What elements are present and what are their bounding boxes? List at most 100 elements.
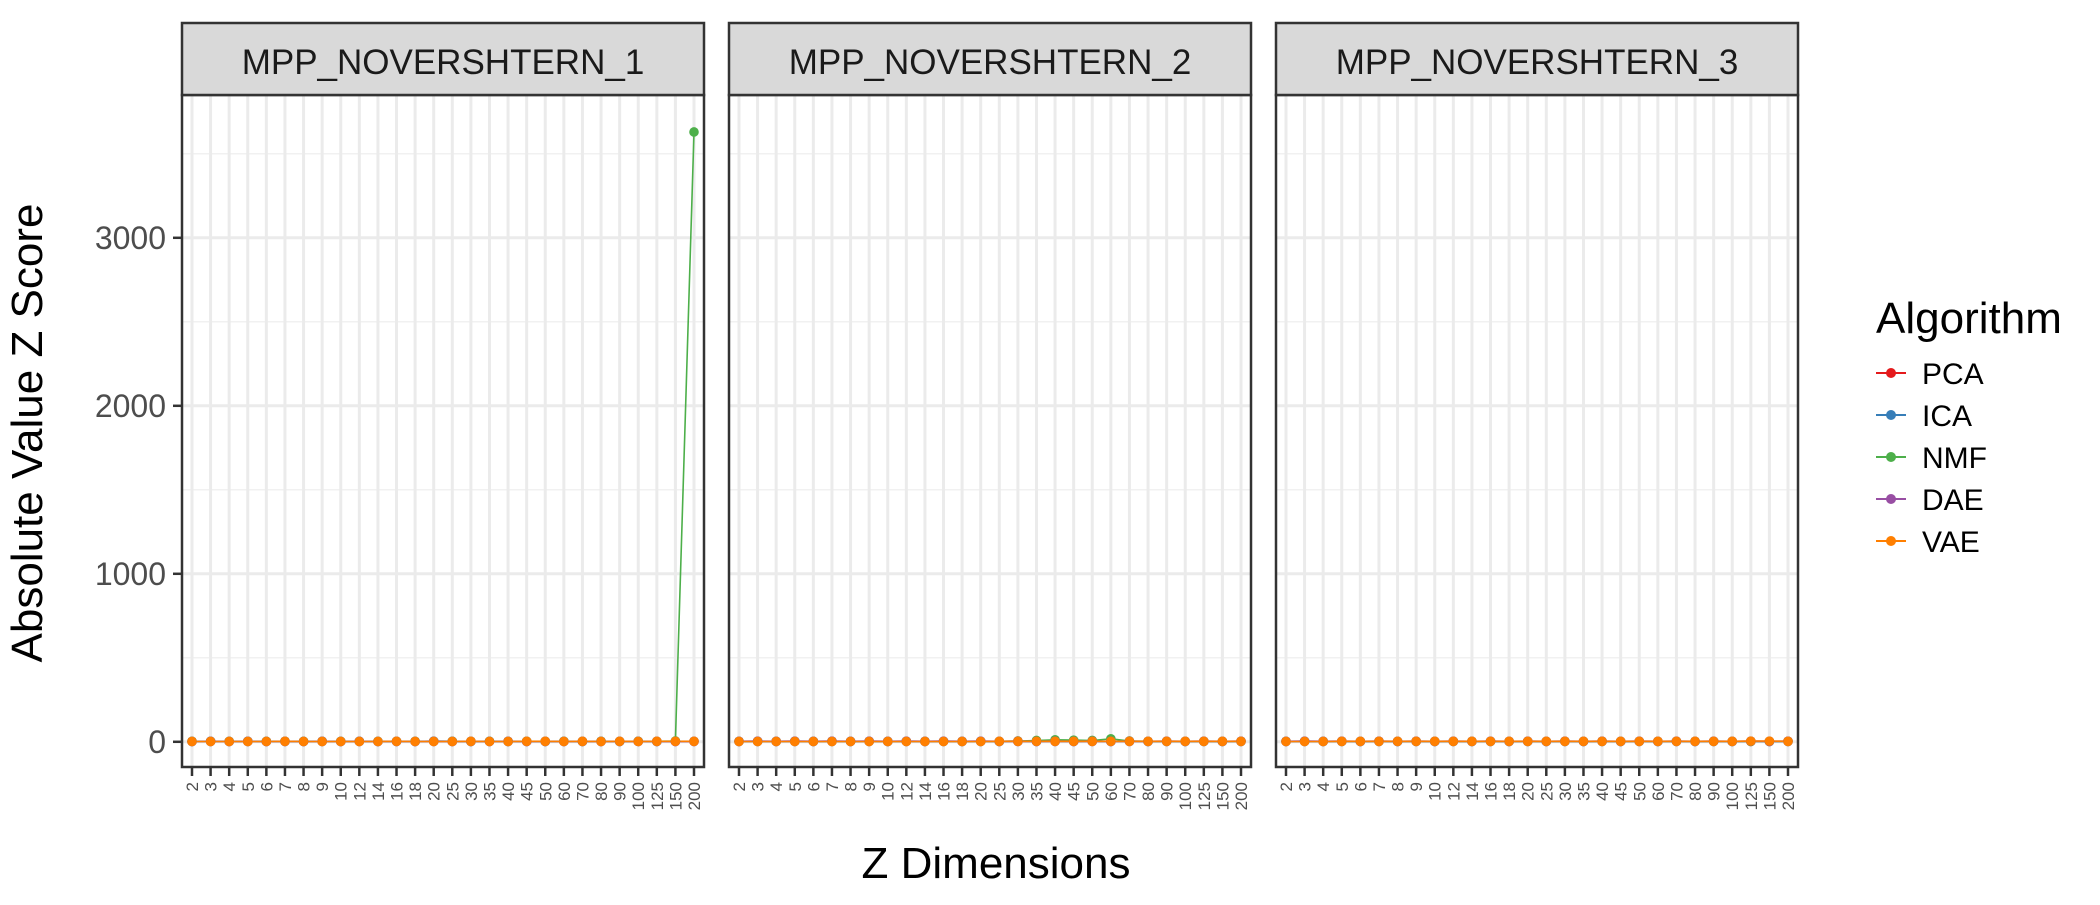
x-tick-label: 25	[990, 782, 1009, 801]
data-point-vae	[1218, 736, 1228, 746]
data-point-vae	[522, 736, 532, 746]
data-point-vae	[902, 737, 912, 747]
data-point-vae	[753, 737, 763, 747]
data-point-vae	[503, 737, 513, 747]
x-tick-label: 7	[823, 782, 842, 791]
data-point-vae	[864, 737, 874, 747]
data-point-vae	[485, 737, 495, 747]
data-point-vae	[1486, 736, 1496, 746]
legend-item-pca: PCA	[1876, 358, 1984, 391]
data-point-vae	[224, 737, 234, 747]
data-point-vae	[447, 737, 457, 747]
x-tick-label: 9	[1407, 782, 1426, 791]
data-point-vae	[809, 737, 819, 747]
data-point-vae	[429, 737, 439, 747]
data-point-vae	[1411, 736, 1421, 746]
x-tick-label: 45	[518, 782, 537, 801]
x-tick-label: 35	[480, 782, 499, 801]
x-tick-label: 18	[1500, 782, 1519, 801]
data-point-vae	[994, 736, 1004, 746]
data-point-vae	[1281, 737, 1291, 747]
x-tick-label: 9	[860, 782, 879, 791]
x-tick-label: 4	[1314, 782, 1333, 791]
data-point-vae	[1653, 736, 1663, 746]
data-point-vae	[1467, 736, 1477, 746]
x-tick-label: 25	[443, 782, 462, 801]
data-point-vae	[1560, 736, 1570, 746]
x-tick-label: 70	[1667, 782, 1686, 801]
x-tick-label: 45	[1065, 782, 1084, 801]
data-point-vae	[827, 737, 837, 747]
data-point-vae	[1013, 736, 1023, 746]
x-tick-label: 50	[1630, 782, 1649, 801]
x-tick-label: 30	[462, 782, 481, 801]
x-tick-label: 7	[276, 782, 295, 791]
data-point-vae	[392, 736, 402, 746]
x-tick-label: 2	[1277, 782, 1296, 791]
x-tick-label: 4	[220, 782, 239, 791]
x-tick-label: 125	[1742, 782, 1761, 810]
data-point-vae	[1672, 736, 1682, 746]
x-tick-label: 60	[1102, 782, 1121, 801]
data-point-vae	[1727, 736, 1737, 746]
data-point-vae	[1106, 736, 1116, 746]
x-tick-label: 50	[1083, 782, 1102, 801]
x-tick-label: 20	[425, 782, 444, 801]
data-point-vae	[1199, 736, 1209, 746]
x-tick-label: 5	[239, 782, 258, 791]
x-tick-label: 10	[1426, 782, 1445, 801]
x-tick-label: 6	[257, 782, 276, 791]
data-point-vae	[1356, 736, 1366, 746]
data-point-vae	[540, 736, 550, 746]
data-point-vae	[1393, 736, 1403, 746]
x-tick-label: 16	[388, 782, 407, 801]
data-point-vae	[1523, 736, 1533, 746]
data-point-vae	[1746, 736, 1756, 746]
data-point-vae	[920, 737, 930, 747]
x-tick-label: 20	[1519, 782, 1538, 801]
data-point-vae	[846, 737, 856, 747]
x-tick-label: 8	[842, 782, 861, 791]
data-point-vae	[466, 736, 476, 746]
legend-key-point	[1886, 494, 1896, 504]
plot-background	[182, 95, 704, 767]
data-point-vae	[1300, 737, 1310, 747]
x-tick-label: 150	[666, 782, 685, 810]
data-point-vae	[1783, 736, 1793, 746]
x-tick-label: 12	[350, 782, 369, 801]
data-point-vae	[187, 737, 197, 747]
data-point-vae	[596, 737, 606, 747]
data-point-vae	[317, 737, 327, 747]
x-tick-label: 150	[1213, 782, 1232, 810]
data-point-vae	[1337, 736, 1347, 746]
data-point-vae	[1032, 736, 1042, 746]
data-point-vae	[1765, 736, 1775, 746]
data-point-vae	[883, 737, 893, 747]
x-tick-label: 2	[183, 782, 202, 791]
x-tick-label: 100	[629, 782, 648, 810]
x-tick-label: 2	[730, 782, 749, 791]
x-tick-label: 14	[1463, 782, 1482, 801]
data-point-vae	[1125, 736, 1135, 746]
x-tick-label: 12	[897, 782, 916, 801]
data-point-vae	[1087, 736, 1097, 746]
y-tick-label: 2000	[95, 388, 166, 424]
x-tick-label: 60	[1649, 782, 1668, 801]
data-point-vae	[1579, 736, 1589, 746]
legend-label: PCA	[1922, 358, 1984, 391]
x-tick-label: 125	[648, 782, 667, 810]
facet-strip-label: MPP_NOVERSHTERN_1	[242, 43, 645, 82]
x-tick-label: 14	[916, 782, 935, 801]
legend-label: NMF	[1922, 442, 1987, 475]
x-tick-label: 40	[1046, 782, 1065, 801]
data-point-vae	[243, 737, 253, 747]
data-point-nmf	[689, 127, 699, 137]
data-point-vae	[559, 737, 569, 747]
x-tick-label: 10	[332, 782, 351, 801]
x-tick-label: 7	[1370, 782, 1389, 791]
data-point-vae	[280, 736, 290, 746]
data-point-vae	[299, 737, 309, 747]
